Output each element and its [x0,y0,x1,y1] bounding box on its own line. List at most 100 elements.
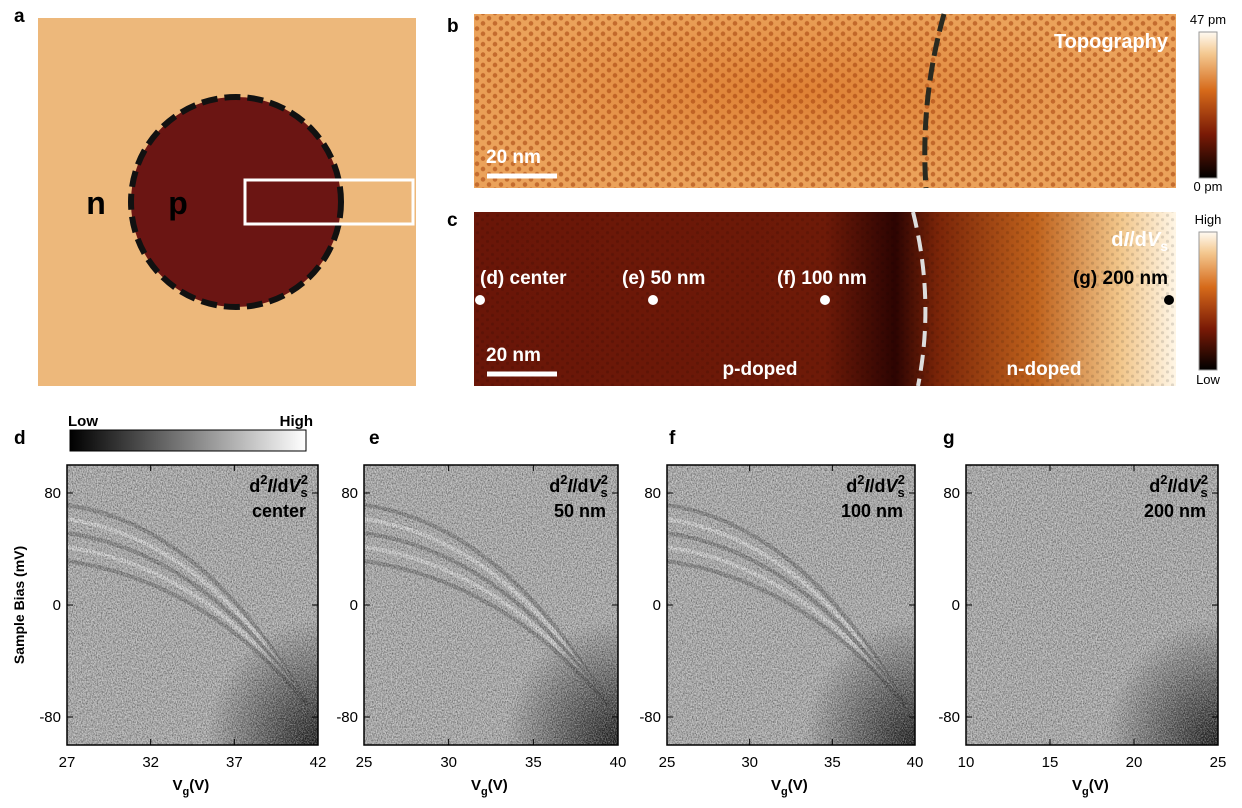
panel-letter: e [369,428,380,449]
x-tick-label: 32 [142,754,159,771]
x-axis-label: Vg(V) [771,777,808,798]
point-label: (g) 200 nm [1073,268,1168,289]
point-f [820,295,830,305]
x-tick-label: 10 [958,754,975,771]
x-tick-label: 35 [525,754,542,771]
colorbar-min: 0 pm [1194,179,1223,194]
y-tick-label: -80 [336,709,358,726]
gray-colorbar [70,430,306,451]
y-tick-label: 80 [943,485,960,502]
panel-letter: b [447,16,459,37]
colorbar-max: High [280,413,313,430]
panel-letter: g [943,428,955,449]
text-part: 2 [560,472,567,487]
topography-title: Topography [1054,31,1169,53]
text-part: 2 [260,472,267,487]
y-tick-label: -80 [938,709,960,726]
quantity-label: d2I/dVs2 [846,472,905,500]
panel-letter: f [669,428,676,449]
text-part: g [481,786,488,798]
x-axis-label: Vg(V) [173,777,210,798]
y-tick-label: 80 [44,485,61,502]
p-label: p [168,185,188,221]
y-tick-label: -80 [39,709,61,726]
x-tick-label: 37 [226,754,243,771]
x-axis-label: Vg(V) [1072,777,1109,798]
x-axis-label: Vg(V) [471,777,508,798]
x-tick-label: 30 [440,754,457,771]
x-tick-label: 15 [1042,754,1059,771]
colorbar-max: High [1195,212,1222,227]
panel-letter: c [447,210,458,231]
y-tick-label: 0 [653,597,661,614]
text-part: 2 [301,472,308,487]
text-part: V [471,777,481,794]
x-tick-label: 25 [659,754,676,771]
text-part: s [898,485,905,500]
point-d [475,295,485,305]
x-tick-label: 25 [356,754,373,771]
y-tick-label: 0 [952,597,960,614]
text-part: V [1072,777,1082,794]
text-part: V [771,777,781,794]
panel-letter: a [14,6,25,27]
text-part: /d [1173,476,1189,496]
x-tick-label: 35 [824,754,841,771]
text-part: /d [870,476,886,496]
text-part: d [249,476,260,496]
quantity-label: d2I/dVs2 [1149,472,1208,500]
text-part: d [846,476,857,496]
point-label: (d) center [480,268,567,289]
colorbar-max: 47 pm [1190,12,1226,27]
y-tick-label: 80 [341,485,358,502]
x-tick-label: 25 [1210,754,1227,771]
y-tick-label: 80 [644,485,661,502]
colorbar [1199,232,1217,370]
n-label: n [86,185,106,221]
region-label: n-doped [1007,359,1082,380]
text-part: g [1082,786,1089,798]
x-tick-label: 20 [1126,754,1143,771]
text-part: d [549,476,560,496]
text-part: /d [1129,229,1147,251]
text-part: s [601,485,608,500]
point-label: (e) 50 nm [622,268,705,289]
text-part: g [183,786,190,798]
text-part: s [301,485,308,500]
text-part: 2 [601,472,608,487]
text-part: 2 [857,472,864,487]
point-e [648,295,658,305]
figure: n p Topography 20 nm 47 pm 0 pm dI/dVs (… [0,0,1242,808]
position-label: 100 nm [841,501,903,521]
text-part: (V) [788,777,808,794]
text-part: (V) [488,777,508,794]
text-part: /d [573,476,589,496]
scale-bar-label: 20 nm [486,147,541,168]
x-tick-label: 40 [907,754,924,771]
text-part: 2 [1201,472,1208,487]
text-part: (V) [189,777,209,794]
text-part: g [781,786,788,798]
quantity-label: d2I/dVs2 [549,472,608,500]
y-tick-label: -80 [639,709,661,726]
text-part: d [1149,476,1160,496]
x-tick-label: 27 [59,754,76,771]
colorbar-min: Low [68,413,98,430]
text-part: 2 [898,472,905,487]
text-part: d [1111,229,1123,251]
text-part: (V) [1089,777,1109,794]
y-tick-label: 0 [350,597,358,614]
text-part: s [1160,238,1168,254]
p-region [131,97,341,307]
text-part: V [173,777,183,794]
scale-bar-label: 20 nm [486,345,541,366]
text-part: /d [273,476,289,496]
quantity-label: d2I/dVs2 [249,472,308,500]
y-tick-label: 0 [53,597,61,614]
region-label: p-doped [723,359,798,380]
x-tick-label: 40 [610,754,627,771]
position-label: center [252,501,306,521]
point-label: (f) 100 nm [777,268,867,289]
text-part: s [1201,485,1208,500]
x-tick-label: 30 [741,754,758,771]
